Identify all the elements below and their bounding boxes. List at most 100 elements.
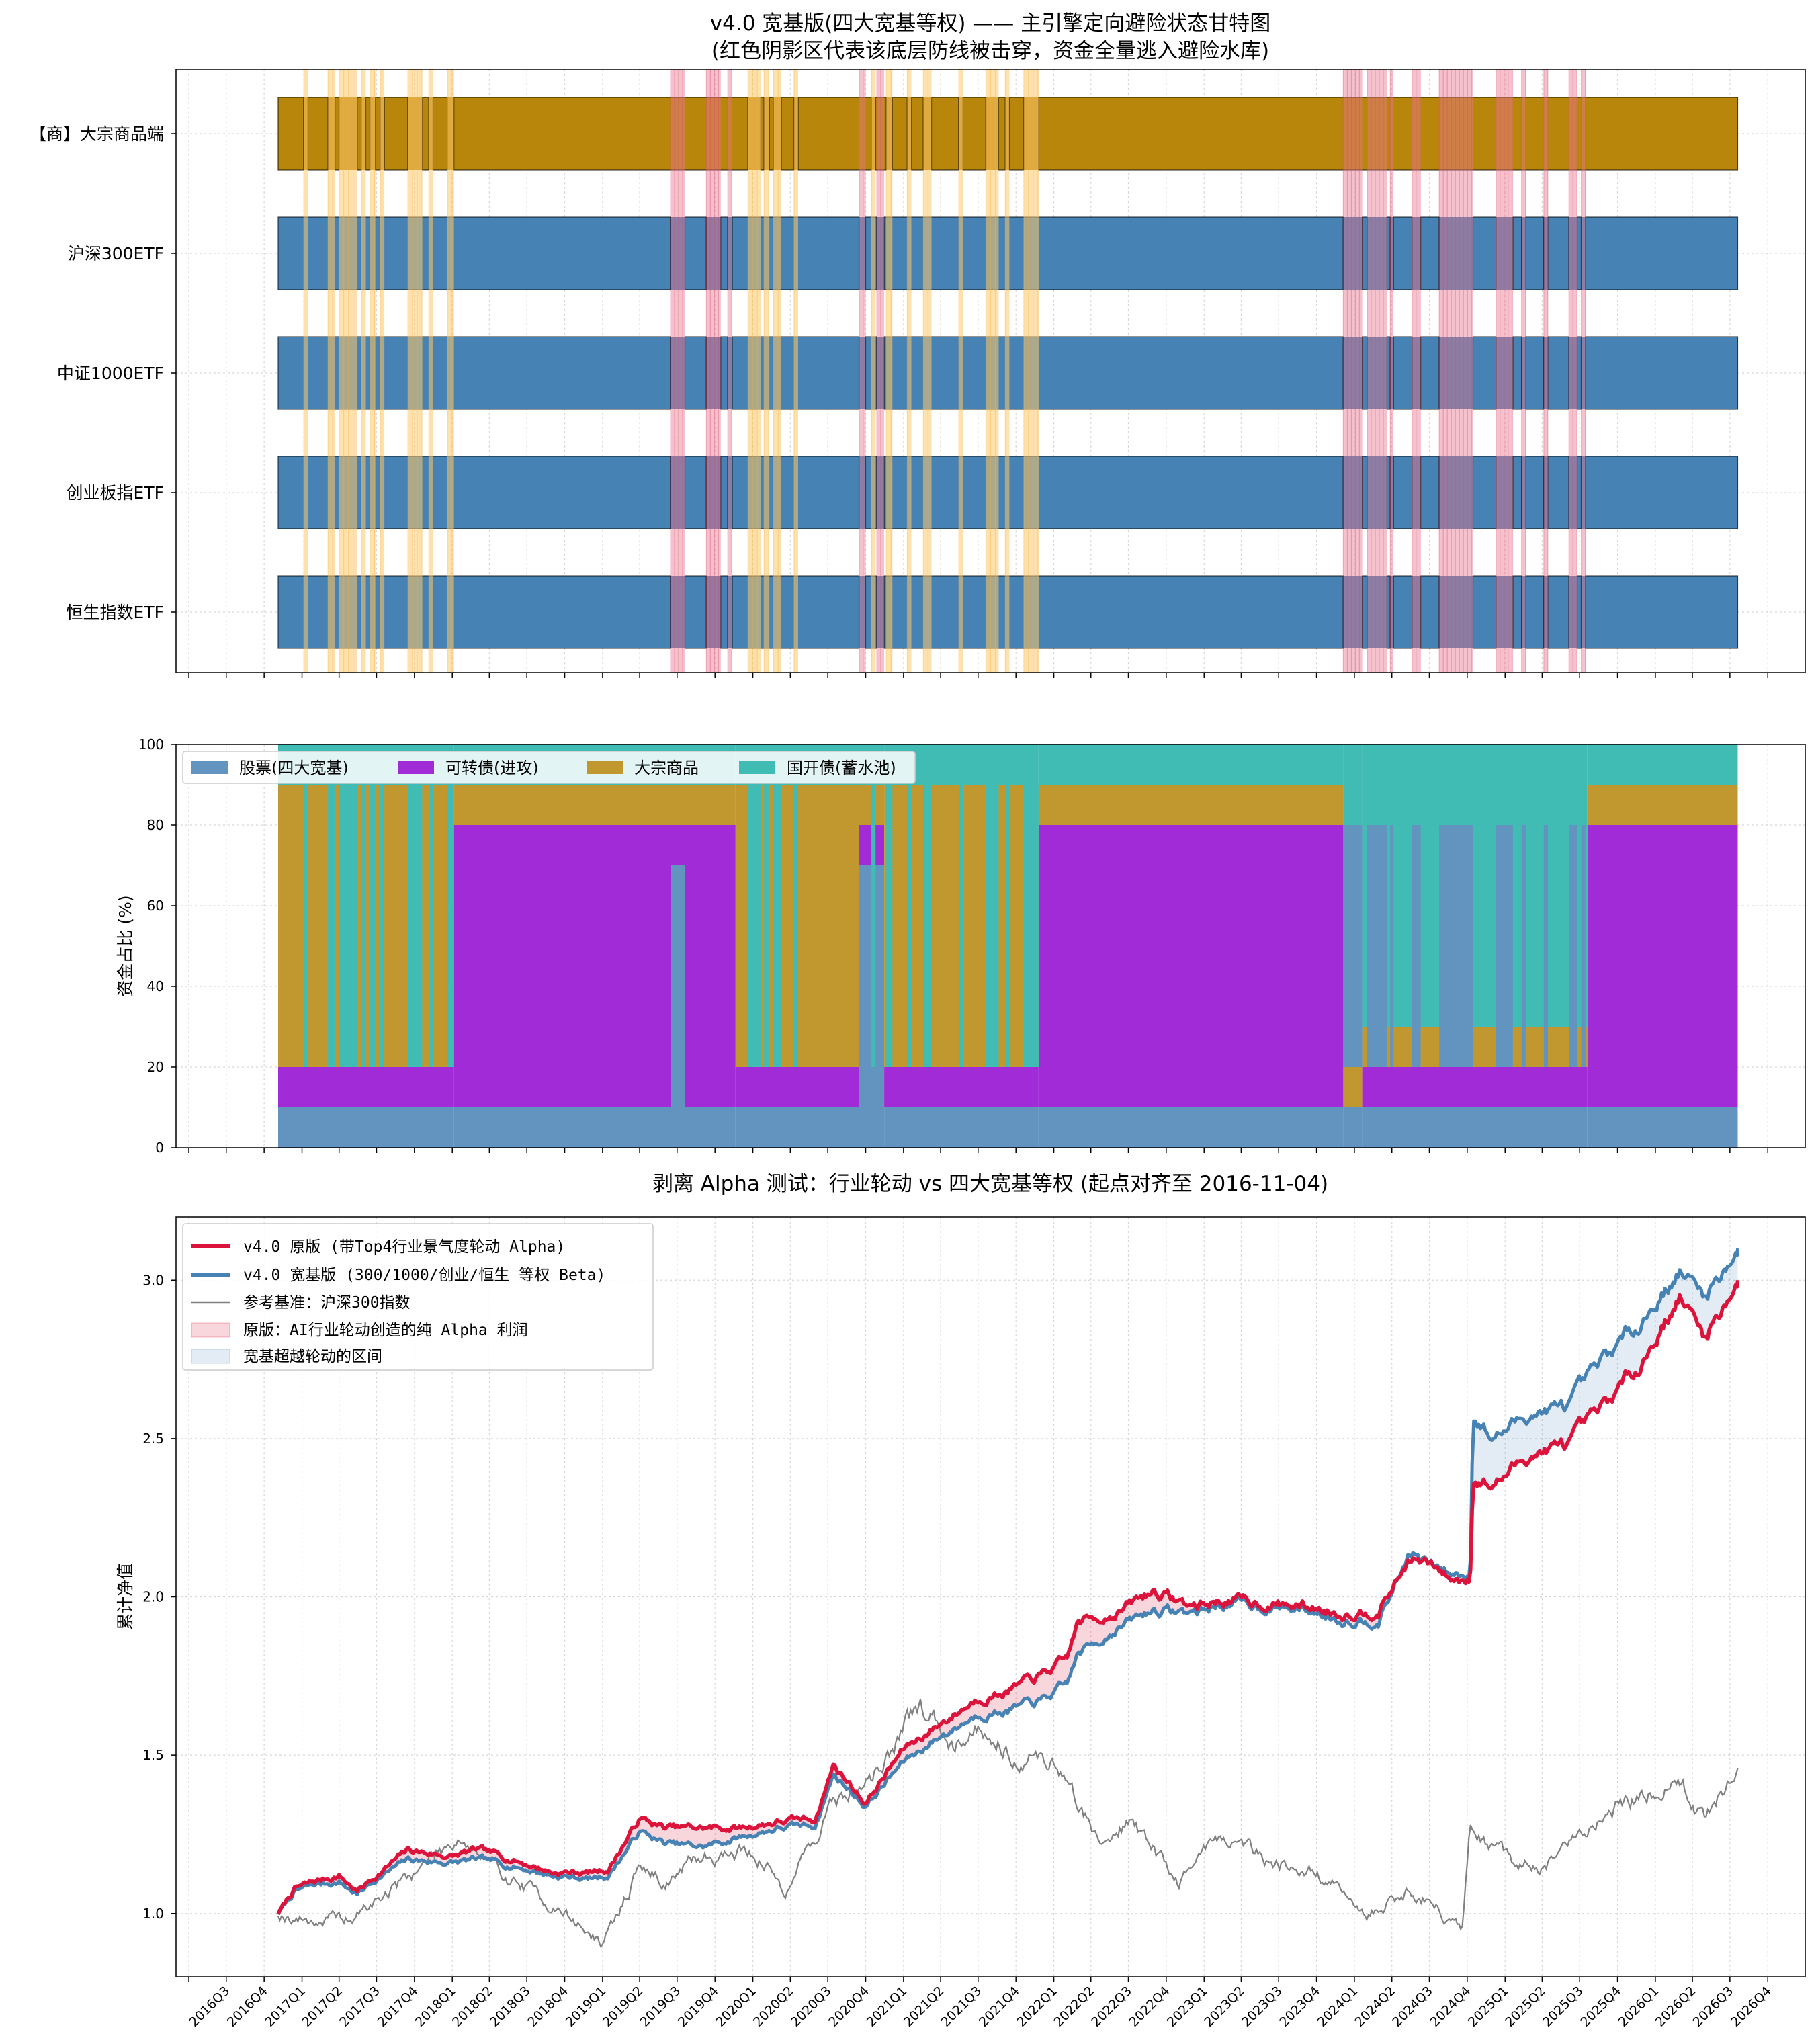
beta-fill bbox=[1521, 1418, 1524, 1461]
beta-fill bbox=[1670, 1287, 1672, 1317]
gantt-panel: v4.0 宽基版(四大宽基等权) —— 主引擎定向避险状态甘特图 (红色阴影区代… bbox=[30, 11, 1806, 678]
beta-fill bbox=[1612, 1350, 1614, 1402]
alpha-fill bbox=[998, 1694, 1000, 1715]
alpha-fill bbox=[1078, 1621, 1080, 1655]
beta-fill bbox=[1530, 1416, 1532, 1461]
alpha-fill bbox=[943, 1721, 945, 1736]
alpha-fill bbox=[716, 1826, 718, 1842]
alpha-fill bbox=[642, 1818, 644, 1832]
allocation-spike-bond bbox=[361, 785, 366, 1067]
beta-fill bbox=[1643, 1318, 1645, 1360]
legend-swatch-beta bbox=[191, 1349, 230, 1364]
alpha-fill bbox=[984, 1705, 987, 1722]
alpha-fill bbox=[418, 1852, 420, 1861]
beta-fill bbox=[1714, 1277, 1717, 1319]
beta-fill bbox=[1655, 1309, 1657, 1346]
alpha-fill bbox=[696, 1828, 699, 1848]
alpha-fill bbox=[1111, 1617, 1113, 1637]
alpha-fill bbox=[910, 1742, 912, 1756]
x-tick-label: 2025Q1 bbox=[1465, 1984, 1512, 2030]
beta-fill bbox=[1538, 1410, 1540, 1453]
beta-fill bbox=[1661, 1293, 1663, 1329]
beta-fill bbox=[1498, 1433, 1500, 1480]
alpha-fill bbox=[693, 1828, 695, 1847]
alpha-fill bbox=[1149, 1594, 1152, 1614]
alpha-fill bbox=[1109, 1617, 1112, 1637]
gantt-subtitle: (红色阴影区代表该底层防线被击穿，资金全量逃入避险水库) bbox=[711, 39, 1269, 63]
beta-fill bbox=[1503, 1431, 1506, 1477]
allocation-band-cb bbox=[735, 1067, 859, 1107]
alpha-fill bbox=[945, 1722, 947, 1736]
allocation-band-stock bbox=[1362, 1107, 1588, 1148]
x-tick-label: 2026Q1 bbox=[1616, 1984, 1662, 2030]
beta-fill bbox=[1528, 1419, 1530, 1463]
alpha-fill bbox=[963, 1708, 965, 1725]
beta-fill bbox=[1586, 1370, 1588, 1418]
x-tick-label: 2022Q1 bbox=[1014, 1984, 1060, 2030]
beta-fill bbox=[1581, 1377, 1583, 1423]
legend-swatch-cb bbox=[398, 761, 434, 774]
alpha-fill bbox=[1137, 1597, 1140, 1616]
equity-breach-shade bbox=[1569, 69, 1577, 673]
alpha-fill bbox=[958, 1712, 960, 1728]
beta-fill bbox=[1556, 1404, 1558, 1445]
alpha-fill bbox=[971, 1702, 974, 1719]
beta-fill bbox=[1559, 1400, 1561, 1443]
beta-fill bbox=[1676, 1274, 1678, 1304]
alpha-fill bbox=[1037, 1673, 1039, 1700]
x-tick-label: 2021Q1 bbox=[864, 1984, 910, 2030]
beta-fill bbox=[1524, 1422, 1527, 1465]
alpha-fill bbox=[704, 1828, 707, 1846]
gantt-row-label: 创业板指ETF bbox=[67, 483, 164, 503]
alpha-fill bbox=[683, 1826, 685, 1844]
alpha-fill bbox=[1127, 1600, 1130, 1620]
alpha-fill bbox=[902, 1749, 904, 1762]
beta-fill bbox=[1614, 1347, 1616, 1397]
alpha-fill bbox=[983, 1704, 985, 1721]
beta-fill bbox=[1500, 1433, 1502, 1481]
beta-fill bbox=[1604, 1350, 1606, 1398]
gantt-xticks bbox=[188, 673, 1768, 678]
x-tick-label: 2017Q2 bbox=[299, 1984, 345, 2030]
legend-label-broad: v4.0 宽基版 (300/1000/创业/恒生 等权 Beta) bbox=[243, 1267, 605, 1284]
beta-fill bbox=[1627, 1328, 1629, 1375]
x-tick-label: 2021Q3 bbox=[938, 1984, 984, 2030]
commodity-breach-shade bbox=[923, 69, 932, 673]
beta-fill bbox=[1686, 1274, 1688, 1307]
alpha-fill bbox=[666, 1825, 668, 1843]
beta-fill bbox=[1553, 1402, 1555, 1444]
alpha-fill bbox=[709, 1826, 711, 1845]
alpha-fill bbox=[1010, 1686, 1013, 1710]
alpha-fill bbox=[1060, 1657, 1062, 1684]
y-tick-label: 100 bbox=[138, 736, 164, 753]
beta-fill bbox=[1592, 1363, 1594, 1410]
alpha-fill bbox=[955, 1713, 957, 1730]
x-tick-label: 2026Q2 bbox=[1653, 1984, 1699, 2030]
gantt-title: v4.0 宽基版(四大宽基等权) —— 主引擎定向避险状态甘特图 bbox=[710, 11, 1270, 36]
commodity-breach-shade bbox=[986, 69, 999, 673]
alpha-fill bbox=[1113, 1617, 1115, 1636]
beta-fill bbox=[1575, 1379, 1578, 1424]
gantt-shades bbox=[303, 69, 1586, 673]
commodity-breach-shade bbox=[886, 69, 893, 673]
commodity-breach-shade bbox=[871, 69, 876, 673]
alpha-fill bbox=[912, 1742, 914, 1756]
beta-fill bbox=[1491, 1438, 1494, 1488]
nav-yticks: 1.0 1.5 2.0 2.5 3.0 bbox=[142, 1272, 176, 1922]
alpha-fill bbox=[1085, 1615, 1087, 1646]
beta-fill bbox=[1526, 1421, 1528, 1465]
x-tick-label: 2025Q3 bbox=[1540, 1984, 1586, 2030]
x-tick-label: 2020Q3 bbox=[788, 1984, 834, 2030]
alpha-fill bbox=[721, 1830, 723, 1844]
x-tick-label: 2019Q4 bbox=[675, 1984, 722, 2030]
commodity-breach-shade bbox=[370, 69, 376, 673]
allocation-band-cb bbox=[1362, 1067, 1588, 1107]
legend-label-alpha: 原版：AI行业轮动创造的纯 Alpha 利润 bbox=[243, 1322, 528, 1339]
beta-fill bbox=[1546, 1410, 1548, 1453]
beta-fill bbox=[1543, 1408, 1545, 1453]
x-tick-label: 2024Q2 bbox=[1352, 1984, 1398, 2030]
allocation-band-stock bbox=[1038, 1107, 1344, 1148]
beta-fill bbox=[1616, 1338, 1619, 1390]
gantt-bars bbox=[277, 97, 1739, 649]
